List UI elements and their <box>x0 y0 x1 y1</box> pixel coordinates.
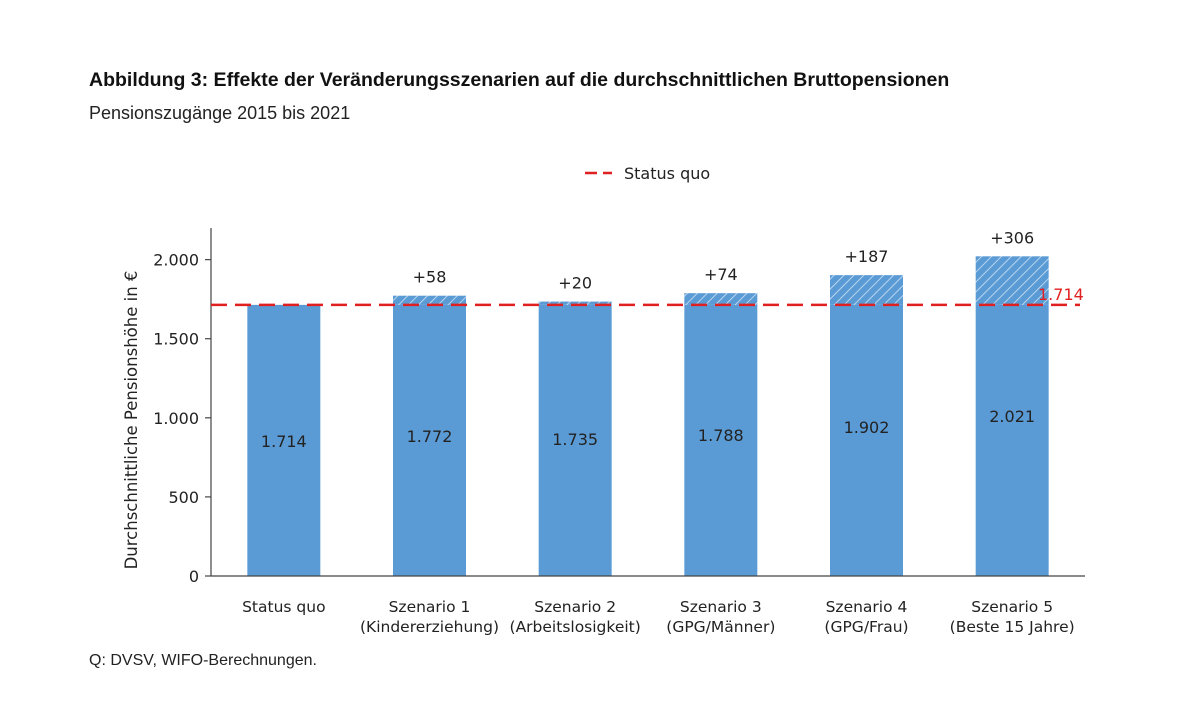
x-tick-label-3-1: (GPG/Männer) <box>666 618 775 636</box>
source-note: Q: DVSV, WIFO-Berechnungen. <box>89 652 317 669</box>
y-tick-label-1: 500 <box>168 488 199 507</box>
legend-label-status-quo: Status quo <box>624 164 710 183</box>
bar-base-0 <box>247 304 321 576</box>
y-axis-label: Durchschnittliche Pensionshöhe in € <box>122 271 141 570</box>
bar-base-4 <box>830 304 903 576</box>
x-tick-label-1-1: (Kindererziehung) <box>360 618 499 636</box>
x-tick-label-1-0: Szenario 1 <box>389 598 471 616</box>
y-tick-label-3: 1.500 <box>153 330 199 349</box>
bar-increase-5 <box>975 256 1049 305</box>
chart-legend: Status quo <box>585 164 710 183</box>
bar-increase-label-4: +187 <box>845 247 889 266</box>
bar-value-label-4: 1.902 <box>844 418 890 437</box>
x-tick-label-2-1: (Arbeitslosigkeit) <box>510 618 641 636</box>
bar-increase-label-3: +74 <box>704 265 738 284</box>
bar-increase-label-2: +20 <box>558 274 592 293</box>
bar-value-label-3: 1.788 <box>698 426 744 445</box>
x-tick-label-5-0: Szenario 5 <box>971 598 1053 616</box>
page-title: Abbildung 3: Effekte der Veränderungssze… <box>89 69 950 91</box>
y-tick-label-2: 1.000 <box>153 409 199 428</box>
x-tick-label-0-0: Status quo <box>242 598 325 616</box>
page-subtitle: Pensionszugänge 2015 bis 2021 <box>89 103 351 123</box>
bar-increase-3 <box>684 293 758 305</box>
x-tick-label-4-0: Szenario 4 <box>826 598 908 616</box>
bar-base-2 <box>538 304 612 576</box>
status-quo-value-label: 1.714 <box>1038 285 1084 304</box>
y-tick-label-0: 0 <box>189 567 199 586</box>
x-tick-label-4-1: (GPG/Frau) <box>824 618 908 636</box>
x-tick-label-3-0: Szenario 3 <box>680 598 762 616</box>
x-tick-label-2-0: Szenario 2 <box>534 598 616 616</box>
bar-increase-1 <box>393 295 466 305</box>
bar-base-3 <box>684 304 758 576</box>
bar-increase-4 <box>830 275 903 305</box>
bar-value-label-2: 1.735 <box>552 430 598 449</box>
bar-value-label-5: 2.021 <box>989 407 1035 426</box>
y-tick-label-4: 2.000 <box>153 251 199 270</box>
bar-base-5 <box>975 304 1049 576</box>
bar-value-label-1: 1.772 <box>407 427 453 446</box>
bar-base-1 <box>393 304 466 576</box>
bar-value-label-0: 1.714 <box>261 432 307 451</box>
bar-increase-2 <box>538 301 612 305</box>
bar-increase-label-1: +58 <box>413 268 447 287</box>
bar-increase-label-5: +306 <box>990 228 1034 247</box>
x-tick-label-5-1: (Beste 15 Jahre) <box>950 618 1075 636</box>
